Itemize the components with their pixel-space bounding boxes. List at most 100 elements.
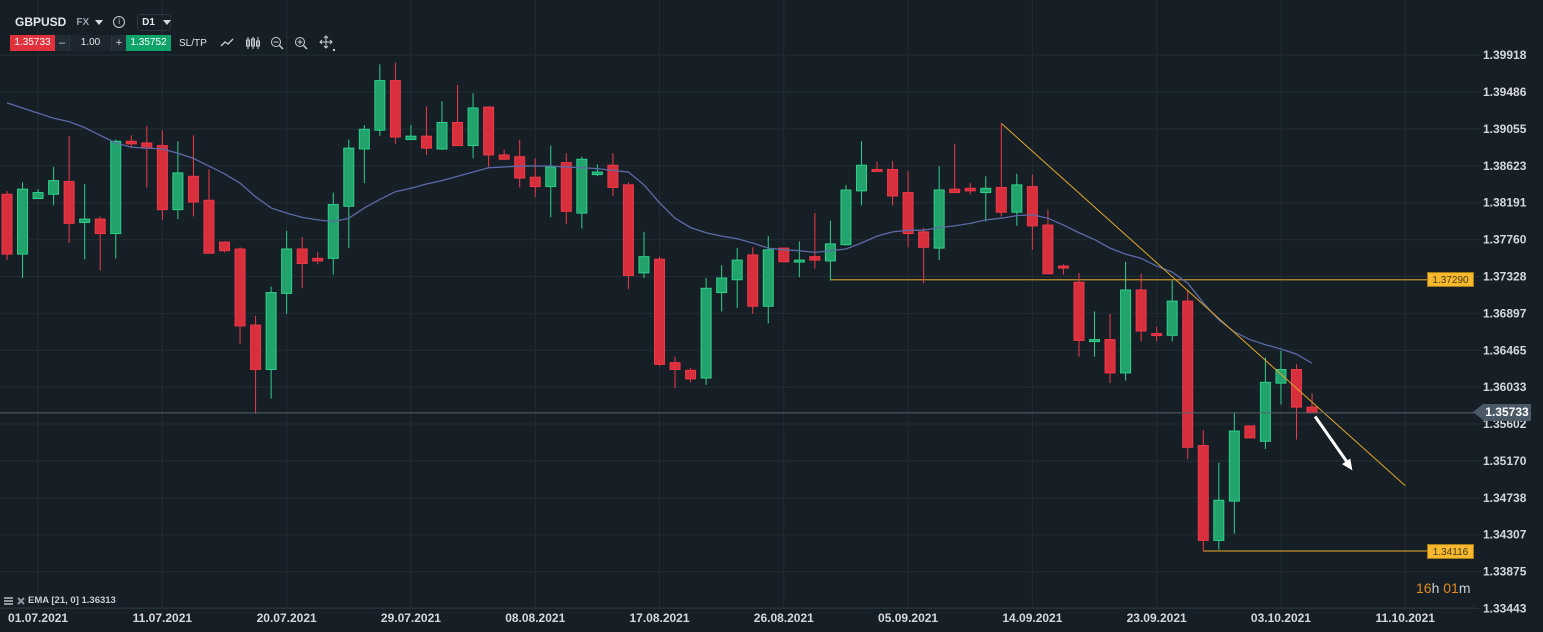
remove-indicator-icon[interactable] <box>17 596 25 605</box>
candle-body <box>1259 381 1271 442</box>
candle-body <box>1 193 13 255</box>
zoom-out-icon[interactable] <box>269 35 285 51</box>
candle-body <box>63 180 75 224</box>
price-tick-label: 1.36897 <box>1483 306 1527 320</box>
date-tick-label: 11.07.2021 <box>133 611 193 625</box>
candle-body <box>669 362 681 370</box>
bearish-candle <box>1073 272 1085 357</box>
candle-body <box>374 80 386 131</box>
bullish-candle <box>545 145 557 218</box>
arrow-shaft <box>1313 415 1351 467</box>
info-icon[interactable]: i <box>113 16 126 28</box>
bearish-candle <box>1057 264 1069 275</box>
bearish-candle <box>747 247 759 314</box>
bullish-candle <box>1120 261 1132 381</box>
bullish-candle <box>638 231 650 279</box>
level-tag-support[interactable]: 1.34116 <box>1427 543 1474 559</box>
bearish-candle <box>452 84 464 147</box>
bullish-candle <box>343 139 355 249</box>
bullish-candle <box>1275 350 1287 405</box>
bullish-candle <box>467 93 479 159</box>
candle-body <box>156 145 168 211</box>
sell-button[interactable]: 1.35733 <box>10 35 55 51</box>
bearish-candle <box>654 256 666 367</box>
candle-body <box>1011 184 1023 213</box>
bullish-candle <box>1213 462 1225 550</box>
bearish-candle <box>483 106 495 167</box>
candle-body <box>716 277 728 294</box>
candle-body <box>1089 339 1101 343</box>
candle-body <box>654 258 666 365</box>
bearish-candle <box>902 171 914 248</box>
candle-body <box>1275 368 1287 384</box>
symbol-dropdown-icon[interactable] <box>95 19 104 25</box>
candle-body <box>514 156 526 179</box>
candle-body <box>1042 224 1054 275</box>
zoom-in-icon[interactable] <box>293 35 309 51</box>
bullish-candle <box>1259 357 1271 449</box>
candle-body <box>125 140 137 145</box>
candle-body <box>467 107 479 147</box>
date-tick-label: 20.07.2021 <box>257 611 317 625</box>
candle-body <box>933 189 945 249</box>
decrease-quantity-button[interactable]: – <box>55 35 69 51</box>
symbol-label[interactable]: GBPUSD <box>15 15 67 29</box>
level-tag-resistance[interactable]: 1.37290 <box>1427 272 1474 288</box>
candlestick-icon[interactable] <box>245 35 261 51</box>
bullish-candle <box>933 166 945 261</box>
candle-body <box>778 247 790 263</box>
price-tick-label: 1.38623 <box>1483 159 1527 173</box>
candle-body <box>1306 406 1318 414</box>
indicator-settings-icon[interactable] <box>4 596 14 605</box>
bearish-candle <box>63 136 75 243</box>
candle-body <box>638 256 650 274</box>
candle-body <box>949 188 961 194</box>
bullish-candle <box>855 141 867 206</box>
increase-quantity-button[interactable]: + <box>112 35 126 51</box>
candle-body <box>855 164 867 192</box>
timeframe-select[interactable]: D1 <box>137 13 172 31</box>
indicator-legend: EMA [21, 0] 1.36313 <box>4 595 116 606</box>
bearish-candle <box>219 241 231 253</box>
quantity-input[interactable]: 1.00 <box>69 35 112 51</box>
candle-body <box>1073 281 1085 341</box>
candle-body <box>995 186 1007 213</box>
bullish-candle <box>762 236 774 324</box>
candle-body <box>824 243 836 262</box>
date-tick-label: 26.08.2021 <box>754 611 814 625</box>
arrow-annotation <box>1313 415 1353 471</box>
price-tick-label: 1.33875 <box>1483 565 1527 579</box>
bearish-candle <box>156 130 168 220</box>
sltp-button[interactable]: SL/TP <box>179 37 207 49</box>
candle-body <box>265 292 277 370</box>
bearish-candle <box>389 62 401 144</box>
bullish-candle <box>1011 173 1023 226</box>
bullish-candle <box>358 125 370 184</box>
bearish-candle <box>1135 273 1147 342</box>
countdown-hours-unit: h <box>1431 580 1440 596</box>
bullish-candle <box>731 248 743 308</box>
buy-button[interactable]: 1.35752 <box>126 35 171 51</box>
bearish-candle <box>187 135 199 217</box>
candle-body <box>685 369 697 380</box>
bullish-candle <box>716 265 728 312</box>
candle-body <box>1057 265 1069 269</box>
candle-body <box>1244 425 1256 439</box>
bearish-candle <box>1104 313 1116 384</box>
chevron-down-icon <box>162 19 171 25</box>
line-chart-icon[interactable] <box>219 35 235 51</box>
candle-body <box>1104 339 1116 374</box>
countdown-minutes: 01 <box>1443 580 1459 596</box>
date-tick-label: 11.10.2021 <box>1376 611 1436 625</box>
bullish-candle <box>374 64 386 137</box>
ema-legend-label: EMA [21, 0] 1.36313 <box>28 595 116 606</box>
bullish-candle <box>1089 311 1101 357</box>
candle-body <box>436 121 448 150</box>
bearish-candle <box>234 247 246 344</box>
bearish-candle <box>125 135 137 148</box>
candle-body <box>389 80 401 138</box>
candle-body <box>793 259 805 263</box>
bullish-candle <box>793 241 805 278</box>
crosshair-move-icon[interactable] <box>319 35 335 51</box>
